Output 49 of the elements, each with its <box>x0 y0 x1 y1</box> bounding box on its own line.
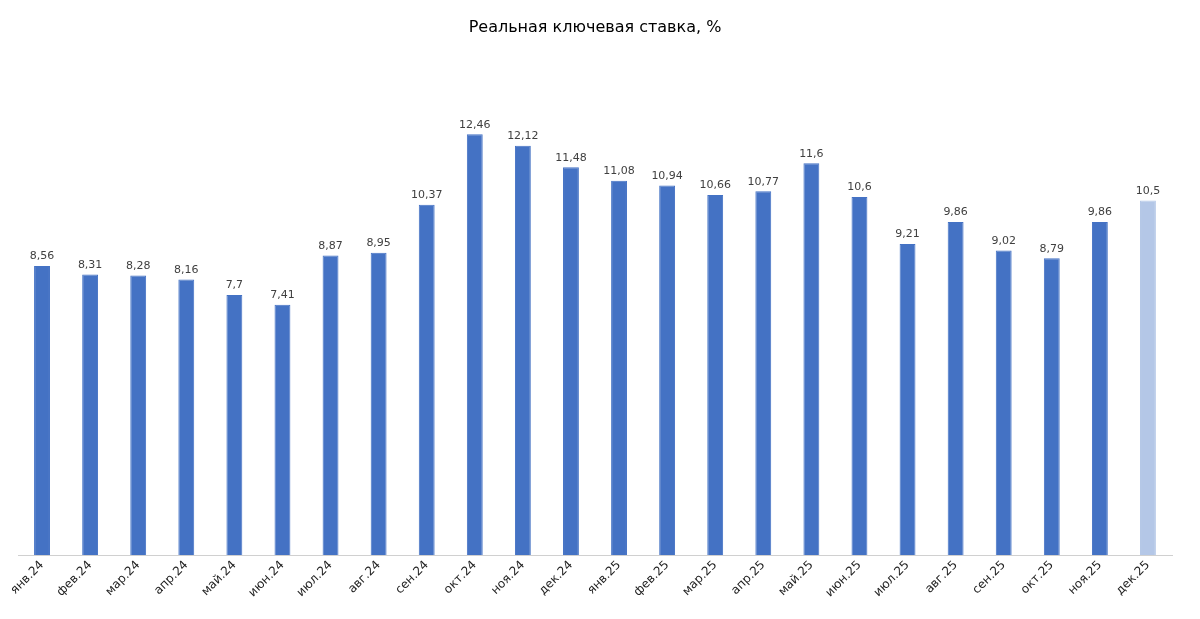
data-label: 9,21 <box>895 227 920 241</box>
data-label: 8,95 <box>366 236 391 250</box>
bar <box>707 195 724 556</box>
data-label: 11,6 <box>799 146 824 160</box>
bar <box>563 167 579 556</box>
bar <box>1091 222 1108 556</box>
data-label: 8,87 <box>318 238 343 252</box>
bar <box>322 255 339 556</box>
data-label: 12,12 <box>507 129 539 143</box>
bar <box>82 274 99 556</box>
data-label: 9,86 <box>1087 205 1113 219</box>
data-label: 11,08 <box>603 164 635 178</box>
bar <box>755 191 772 556</box>
data-label: 12,46 <box>459 117 491 131</box>
bar <box>370 252 387 556</box>
bar <box>803 163 820 556</box>
bar <box>466 134 483 556</box>
data-label: 8,56 <box>29 249 55 263</box>
bar <box>995 250 1012 556</box>
data-label: 10,94 <box>651 168 683 182</box>
data-label: 10,5 <box>1135 183 1161 197</box>
bar <box>274 304 291 556</box>
bar <box>130 275 147 556</box>
data-label: 8,79 <box>1039 241 1065 255</box>
data-label: 8,28 <box>125 258 151 272</box>
data-label: 10,6 <box>847 180 872 194</box>
data-label: 7,41 <box>270 288 295 302</box>
data-label: 10,66 <box>699 178 731 192</box>
data-label: 10,77 <box>747 174 780 188</box>
data-label: 10,37 <box>410 188 443 202</box>
bar <box>178 279 195 556</box>
bar <box>514 145 531 556</box>
bar <box>1140 200 1156 556</box>
bar <box>851 197 868 556</box>
data-label: 11,48 <box>555 150 587 164</box>
data-label: 8,31 <box>77 257 103 271</box>
bar <box>659 185 676 556</box>
bar <box>418 204 435 556</box>
data-label: 9,86 <box>943 205 968 219</box>
chart-title: Реальная ключевая ставка, % <box>468 16 722 36</box>
bar <box>34 265 50 556</box>
bar <box>947 222 964 556</box>
bar <box>1043 258 1060 556</box>
data-label: 7,7 <box>225 278 244 292</box>
bar <box>226 295 243 556</box>
bar <box>611 180 627 556</box>
data-label: 8,16 <box>174 262 199 276</box>
data-label: 9,02 <box>991 233 1016 247</box>
bar <box>899 244 916 556</box>
